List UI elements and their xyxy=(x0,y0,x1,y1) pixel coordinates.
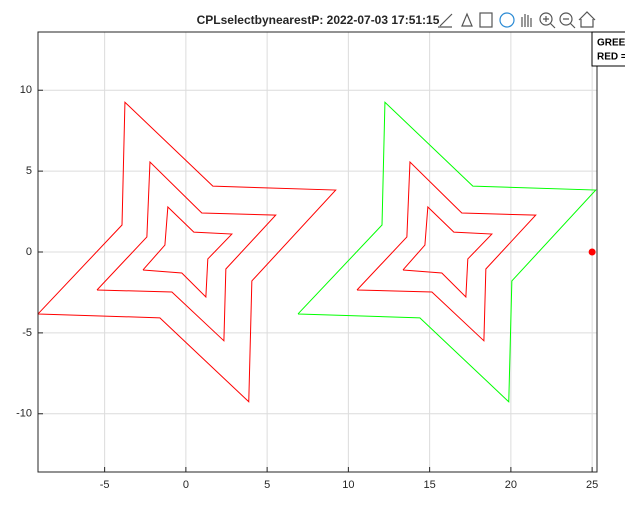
ticks: -5 0 5 10 15 20 25 -10 -5 0 5 10 xyxy=(16,84,598,491)
tool-brush[interactable] xyxy=(438,13,453,28)
series-line xyxy=(96,160,277,342)
legend-text: GREE xyxy=(597,38,625,49)
series-line xyxy=(297,101,597,403)
toolbar xyxy=(438,11,596,29)
series-line xyxy=(402,205,493,299)
y-tick-label: 5 xyxy=(26,165,32,177)
tool-zoom-out-glyph xyxy=(563,18,576,29)
x-tick-label: 5 xyxy=(264,479,270,491)
chart-title: CPLselectbynearestP: 2022-07-03 17:51:15 xyxy=(197,13,440,27)
tool-pan[interactable] xyxy=(521,14,532,27)
series-line xyxy=(356,160,537,342)
x-tick-label: -5 xyxy=(100,479,110,491)
tool-zoom-in[interactable] xyxy=(539,12,553,26)
y-tick-label: -10 xyxy=(16,408,32,420)
series-line xyxy=(38,101,337,403)
series-line xyxy=(142,205,233,299)
tool-zoom-in-glyph xyxy=(543,16,556,29)
x-tick-label: 15 xyxy=(424,479,436,491)
y-tick-label: -5 xyxy=(22,327,32,339)
data-point xyxy=(588,248,596,256)
plot-area xyxy=(38,101,597,403)
tool-datatip[interactable] xyxy=(461,12,473,27)
x-tick-label: 25 xyxy=(586,479,598,491)
legend-text: RED = xyxy=(597,52,625,63)
y-tick-label: 10 xyxy=(20,84,32,96)
x-tick-label: 20 xyxy=(505,479,517,491)
x-tick-label: 0 xyxy=(183,479,189,491)
tool-rotate[interactable] xyxy=(499,12,515,28)
tool-home[interactable] xyxy=(578,11,596,28)
x-tick-label: 10 xyxy=(342,479,354,491)
tool-legend[interactable] xyxy=(479,12,493,28)
y-tick-label: 0 xyxy=(26,246,32,258)
tool-zoom-out[interactable] xyxy=(559,12,573,26)
legend-box xyxy=(591,31,625,67)
